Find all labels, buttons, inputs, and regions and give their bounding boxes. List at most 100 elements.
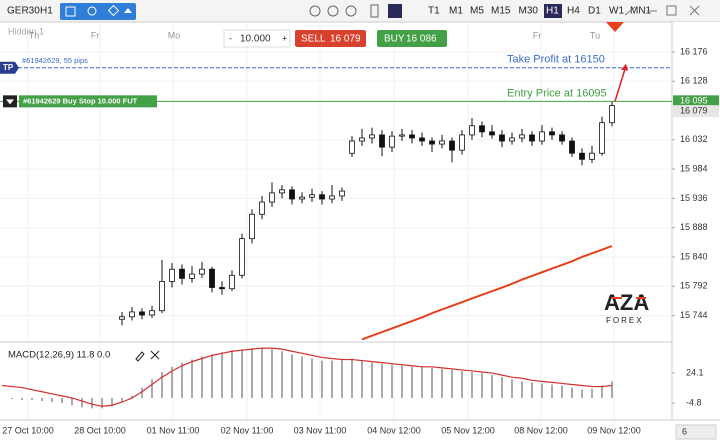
macd-bar [361, 360, 363, 398]
candle-body [439, 140, 445, 145]
macd-bar [461, 370, 463, 398]
order-annotation: Entry Price at 16095 [507, 87, 607, 99]
quantity-minus[interactable]: - [229, 33, 232, 43]
target-arrow [614, 65, 627, 102]
candle-body [479, 125, 485, 133]
macd-bar [251, 348, 253, 398]
logo: AZA FOREX [604, 290, 649, 325]
candle-body [609, 105, 615, 124]
x-tick-label: 08 Nov 12:00 [514, 425, 568, 435]
quantity-plus[interactable]: + [282, 33, 287, 43]
macd-bar [171, 366, 173, 398]
macd-bar [161, 372, 163, 398]
x-tick-label: 03 Nov 11:00 [294, 425, 347, 435]
order-text[interactable]: #61942629 Buy Stop 10.000 FUT [23, 96, 138, 105]
timeframe[interactable]: H1 [40, 6, 53, 17]
candle-body [369, 134, 375, 139]
order-price-bg [673, 95, 719, 108]
y-tick-label: 16 176 [680, 46, 708, 56]
timeframe-option[interactable]: T1 [428, 6, 440, 17]
order-tag[interactable]: TP [3, 63, 14, 72]
x-tick-label: 28 Oct 10:00 [74, 425, 126, 435]
macd-bar [301, 356, 303, 398]
candle-body [409, 134, 415, 139]
macd-bar [291, 354, 293, 398]
candle-body [329, 195, 335, 200]
macd-bar [501, 377, 503, 398]
candle-body [189, 273, 195, 279]
candle-body [289, 189, 295, 200]
zoom-controls[interactable] [309, 4, 402, 18]
symbol[interactable]: GER30 [7, 6, 40, 17]
macd-bar [481, 373, 483, 398]
macd-bar [81, 397, 83, 408]
order-annotation: Take Profit at 16150 [507, 54, 605, 66]
candle-body [339, 190, 345, 197]
buy-price[interactable]: 16 086 [406, 34, 437, 45]
candle-body [269, 192, 275, 203]
macd-bar [311, 358, 313, 398]
candle-body [299, 196, 305, 200]
sell-price[interactable]: 16 079 [330, 34, 361, 45]
timeframe-option[interactable]: W1 [609, 6, 624, 17]
y-tick-label: 15 792 [680, 281, 708, 291]
timeframe-option[interactable]: M5 [470, 6, 484, 17]
macd-tools[interactable] [135, 350, 160, 362]
macd-bar [321, 360, 323, 398]
candle-body [549, 131, 555, 136]
sell-label[interactable]: SELL [301, 34, 326, 45]
candle-body [139, 311, 145, 316]
right-icons[interactable] [624, 5, 700, 16]
x-tick-label: 27 Oct 10:00 [2, 425, 54, 435]
candle-body [209, 268, 215, 288]
current-price: 16 079 [680, 105, 708, 115]
timeframe-option[interactable]: M1 [449, 6, 463, 17]
macd-bar [271, 349, 273, 398]
candle-body [379, 134, 385, 148]
macd-bar [181, 362, 183, 398]
candle-body [519, 134, 525, 139]
macd-bar [131, 395, 133, 398]
macd-bar [241, 349, 243, 398]
macd-bar [261, 348, 263, 398]
order-tag-bg[interactable] [0, 61, 19, 74]
y-tick-label: 15 744 [680, 310, 708, 320]
y-tick-label: 16 032 [680, 134, 708, 144]
trade-panel[interactable]: - 10.000 + SELL 16 079 BUY 16 086 [223, 29, 447, 48]
candle-body [359, 137, 365, 142]
buy-label[interactable]: BUY [384, 34, 405, 45]
timeframe-option[interactable]: M15 [491, 6, 511, 17]
timeframe-option[interactable]: D1 [588, 6, 601, 17]
candle-body [159, 281, 165, 312]
timeframe-option[interactable]: H1 [546, 6, 559, 17]
macd-bar [571, 387, 573, 398]
toolbar [0, 0, 720, 22]
candle-body [529, 134, 535, 142]
x-tick-label: 04 Nov 12:00 [367, 425, 421, 435]
macd-tick-label: -4.8 [686, 397, 702, 407]
candle-body [249, 213, 255, 240]
candle-body [449, 140, 455, 151]
macd-bar [121, 397, 123, 403]
order-price: 16 095 [680, 96, 708, 106]
timeframe-option[interactable]: M30 [519, 6, 539, 17]
x-tick-label: 05 Nov 12:00 [441, 425, 495, 435]
macd-bar [341, 358, 343, 398]
candle-body [489, 131, 495, 136]
quantity[interactable]: 10.000 [240, 34, 271, 45]
candle-body [219, 287, 225, 290]
macd-bar [591, 388, 593, 398]
y-tick-label: 15 936 [680, 193, 708, 203]
tool-buttons[interactable] [60, 3, 136, 20]
dropdown-value[interactable]: 6 [682, 426, 687, 436]
order-text-bg[interactable] [19, 95, 157, 108]
candle-body [459, 134, 465, 151]
timeframe-option[interactable]: H4 [567, 6, 580, 17]
timeframe-option[interactable]: MN1 [630, 6, 652, 17]
order-text: #61942629, 55 pips [22, 56, 88, 65]
dropdown[interactable] [675, 424, 717, 440]
macd-bar [551, 384, 553, 398]
candle-body [429, 140, 435, 145]
candle-body [119, 316, 125, 320]
